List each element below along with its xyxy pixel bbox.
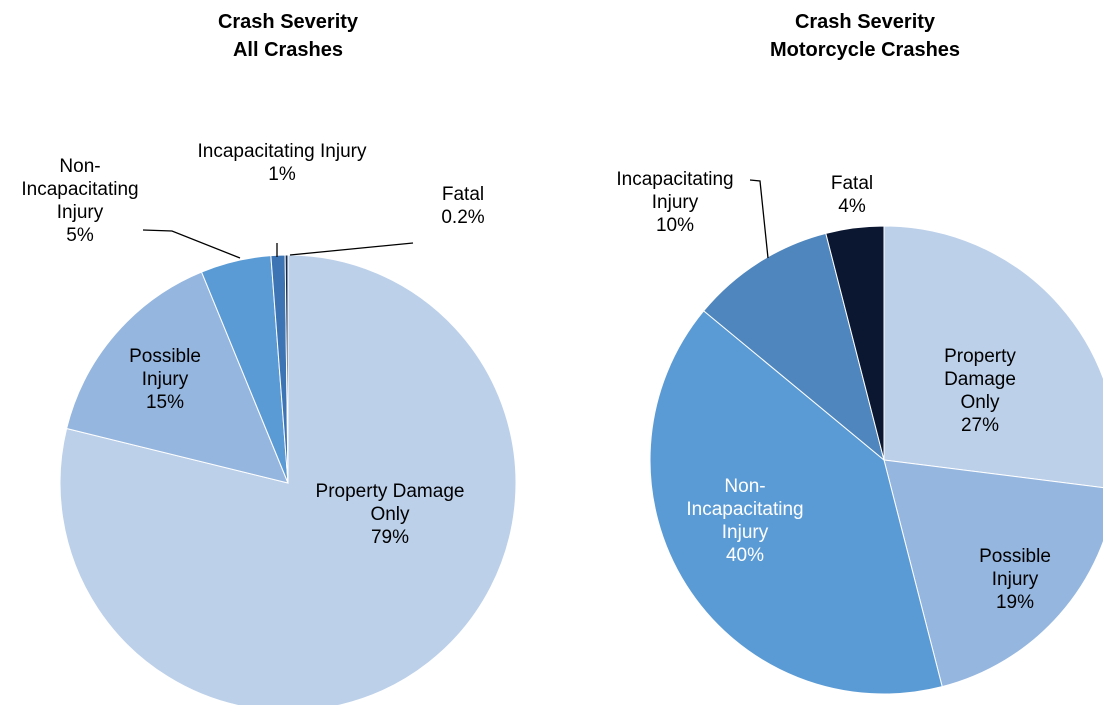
value-label: 5% [66, 225, 94, 246]
chart-title: Crash Severity [217, 11, 359, 33]
leader-line [289, 242, 414, 256]
slice-label: Possible Injury 15% [105, 345, 225, 414]
chart-title-block: Crash Severity Motorcycle Crashes [665, 8, 1065, 64]
slice-label: Incapacitating Injury 10% [600, 168, 750, 237]
chart-subtitle: Motorcycle Crashes [769, 39, 961, 61]
leader-line [142, 229, 241, 259]
pie-slice [649, 310, 943, 695]
pie-slice [59, 254, 517, 705]
slice-label: Fatal 4% [812, 172, 892, 218]
pie-slice [883, 459, 1103, 688]
pie-slice [825, 225, 885, 461]
value-label: 4% [838, 196, 866, 217]
slice-label: Fatal 0.2% [423, 183, 503, 229]
slice-label: Possible Injury 19% [965, 545, 1065, 614]
category-label: Property Damage Only [315, 481, 465, 525]
value-label: 40% [725, 545, 765, 566]
value-label: 19% [995, 592, 1035, 613]
category-label: Non-Incapacitating Injury [686, 476, 804, 543]
category-label: Non-Incapacitating Injury [21, 156, 139, 223]
leader-line [749, 179, 769, 259]
category-label: Fatal [830, 173, 874, 194]
value-label: 79% [370, 527, 410, 548]
chart-subtitle: All Crashes [232, 39, 344, 61]
chart-title: Crash Severity [794, 11, 936, 33]
pie-slice [883, 225, 1103, 489]
value-label: 10% [655, 215, 695, 236]
category-label: Property Damage Only [944, 346, 1016, 413]
pie-slice [702, 232, 885, 462]
value-label: 1% [268, 164, 296, 185]
chart-title-block: Crash Severity All Crashes [88, 8, 488, 64]
slice-label: Non-Incapacitating Injury 40% [684, 475, 806, 567]
value-label: 0.2% [441, 207, 485, 228]
category-label: Possible Injury [129, 346, 201, 390]
slice-label: Property Damage Only 79% [315, 480, 465, 549]
category-label: Possible Injury [979, 546, 1051, 590]
category-label: Incapacitating Injury [197, 141, 367, 162]
slice-label: Non-Incapacitating Injury 5% [5, 155, 155, 247]
value-label: 27% [960, 415, 1000, 436]
pie-slice [284, 254, 289, 484]
pie-slice [66, 271, 289, 484]
category-label: Fatal [441, 184, 485, 205]
category-label: Incapacitating Injury [616, 169, 734, 213]
slice-label: Property Damage Only 27% [930, 345, 1030, 437]
slice-label: Incapacitating Injury 1% [197, 140, 367, 186]
value-label: 15% [145, 392, 185, 413]
